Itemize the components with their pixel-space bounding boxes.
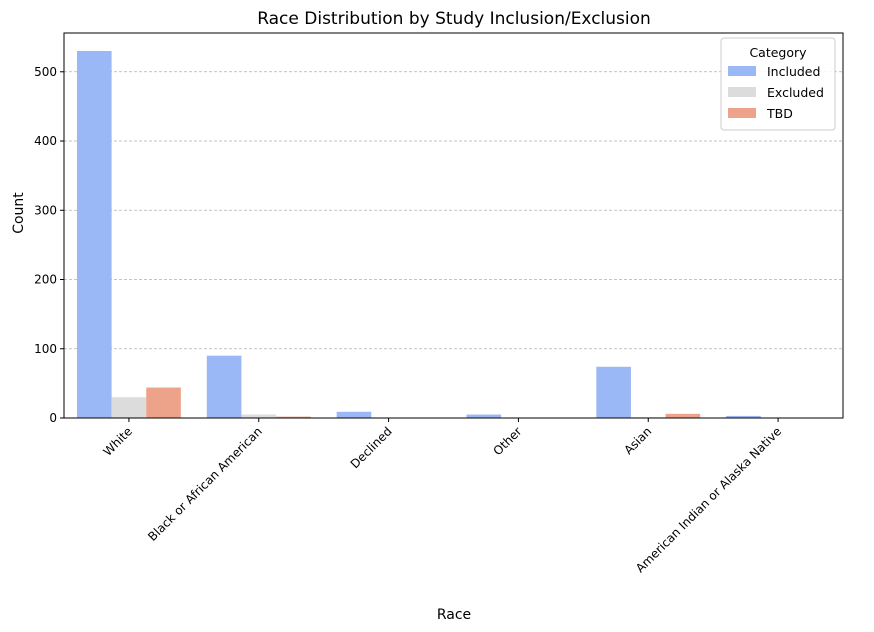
y-axis-label: Count [11, 192, 27, 234]
bar-excluded-white [111, 397, 147, 418]
legend-label-included: Included [767, 64, 820, 79]
y-tick-label-100: 100 [34, 342, 57, 356]
bar-included-declined [336, 411, 372, 418]
bar-tbd-black-or-african-american [276, 416, 311, 418]
x-tick-label-declined: Declined [348, 424, 395, 471]
legend-title: Category [749, 45, 807, 60]
bar-excluded-black-or-african-american [241, 414, 277, 418]
legend-swatch-tbd [728, 108, 756, 118]
bar-included-american-indian-or-alaska-native [726, 415, 761, 418]
y-tick-label-0: 0 [49, 411, 57, 425]
y-tick-label-400: 400 [34, 134, 57, 148]
x-ticks: White Black or African American Declined Ot… [100, 418, 784, 575]
x-tick-label-asian: Asian [621, 424, 654, 457]
legend-label-tbd: TBD [766, 106, 793, 121]
legend-label-excluded: Excluded [767, 85, 824, 100]
legend-swatch-excluded [728, 87, 756, 97]
plot-frame [63, 32, 844, 419]
y-tick-label-500: 500 [34, 65, 57, 79]
bar-tbd-asian [665, 413, 701, 418]
x-tick-label-black-or-african-american: Black or African American [145, 424, 265, 544]
axes [63, 32, 844, 419]
bar-included-asian [596, 366, 631, 418]
x-axis-label: Race [437, 607, 471, 623]
x-tick-label-white: White [100, 424, 135, 459]
y-tick-label-300: 300 [34, 203, 57, 217]
legend-swatch-included [728, 66, 756, 76]
legend: Category Included Excluded TBD [720, 37, 836, 131]
bar-included-black-or-african-american [206, 355, 242, 418]
x-tick-label-other: Other [491, 424, 525, 458]
x-tick-label-american-indian-or-alaska-native: American Indian or Alaska Native [633, 424, 784, 575]
legend-box [720, 37, 836, 131]
bar-tbd-white [146, 387, 181, 418]
bar-included-other [466, 414, 502, 418]
bar-included-white [76, 51, 112, 418]
y-tick-label-200: 200 [34, 273, 57, 287]
y-ticks: 0 100 200 300 400 500 [34, 65, 64, 425]
chart-title: Race Distribution by Study Inclusion/Exc… [257, 9, 651, 29]
bars [76, 51, 761, 418]
